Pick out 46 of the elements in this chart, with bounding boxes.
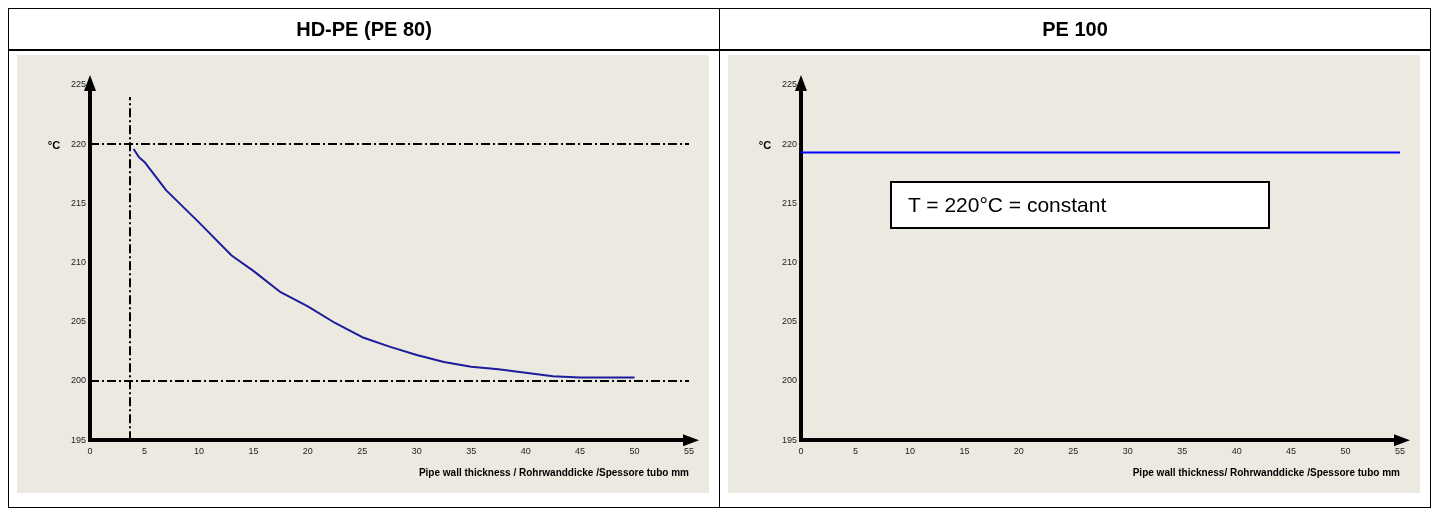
x-tick-label: 10 (193, 446, 204, 457)
x-tick-label: 50 (629, 446, 640, 457)
x-tick-label: 40 (520, 446, 531, 457)
x-axis-title: Pipe wall thickness / Rohrwanddicke /Spessore tubo mm (418, 466, 690, 478)
x-tick-label: 25 (1068, 446, 1079, 457)
x-tick-label: 50 (1340, 446, 1351, 457)
x-tick-label: 5 (852, 446, 858, 457)
y-tick-label: 220 (781, 138, 798, 149)
x-tick-label: 20 (1013, 446, 1024, 457)
y-tick-label: 210 (781, 257, 798, 268)
annotation: T = 220°C = constant (908, 193, 1107, 217)
y-tick-label: 215 (781, 197, 798, 208)
x-tick-label: 5 (141, 446, 147, 457)
y-tick-label: 220 (70, 138, 87, 149)
chart-title: PE 100 (720, 9, 1430, 51)
y-tick-label: 215 (70, 197, 87, 208)
y-tick-label: 195 (70, 434, 87, 445)
x-tick-label: 15 (248, 446, 259, 457)
x-tick-label: 35 (466, 446, 477, 457)
y-axis-title: °C (758, 138, 772, 151)
x-tick-label: 30 (411, 446, 422, 457)
y-tick-label: 205 (70, 316, 87, 327)
y-tick-label: 205 (781, 316, 798, 327)
y-tick-label: 225 (781, 79, 798, 90)
x-tick-label: 40 (1231, 446, 1242, 457)
x-tick-label: 25 (357, 446, 368, 457)
x-axis-title: Pipe wall thickness/ Rohrwanddicke /Spessore tubo mm (1132, 466, 1401, 478)
x-tick-label: 55 (1394, 446, 1406, 457)
x-tick-label: 35 (1177, 446, 1188, 457)
y-tick-label: 210 (70, 257, 87, 268)
x-tick-label: 10 (904, 446, 915, 457)
chart-title: HD-PE (PE 80) (9, 9, 719, 51)
y-tick-label: 225 (70, 79, 87, 90)
x-tick-label: 45 (575, 446, 586, 457)
x-tick-label: 0 (798, 446, 804, 457)
x-tick-label: 20 (302, 446, 313, 457)
x-tick-label: 55 (683, 446, 695, 457)
y-tick-label: 200 (781, 375, 798, 386)
x-tick-label: 15 (959, 446, 970, 457)
text-box: T = 220°C = constant (890, 181, 1270, 229)
y-axis-title: °C (47, 138, 61, 151)
x-tick-label: 0 (87, 446, 93, 457)
x-tick-label: 45 (1286, 446, 1297, 457)
x-tick-label: 30 (1122, 446, 1133, 457)
y-tick-label: 200 (70, 375, 87, 386)
y-tick-label: 195 (781, 434, 798, 445)
